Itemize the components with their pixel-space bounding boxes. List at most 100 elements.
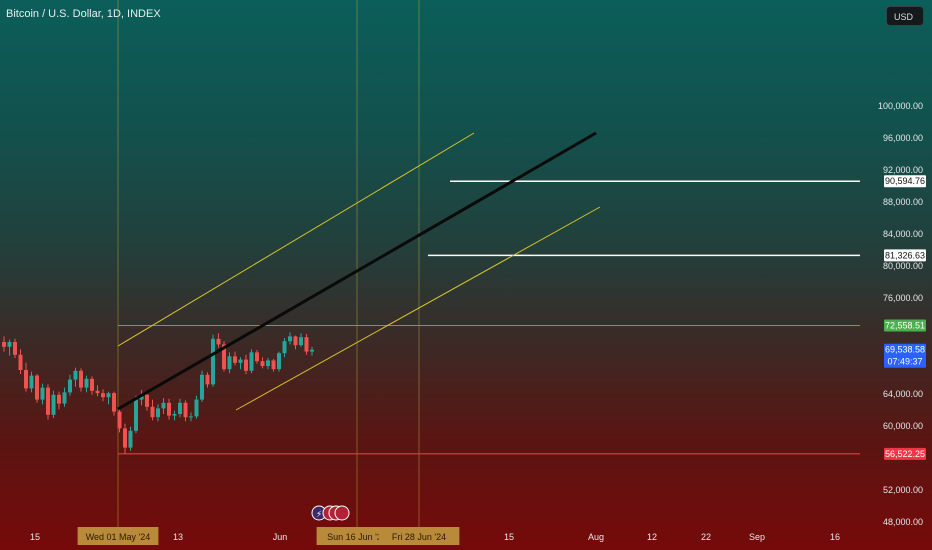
candle-body [172, 414, 177, 416]
y-tick-label: 96,000.00 [883, 133, 923, 143]
price-tag-countdown: 07:49:37 [887, 357, 922, 367]
candle-body [2, 342, 6, 347]
candle-body [205, 374, 210, 385]
candle-body [145, 394, 149, 407]
candle-body [150, 406, 155, 418]
candle-body [46, 387, 50, 415]
symbol-title: Bitcoin / U.S. Dollar, 1D, INDEX [6, 8, 161, 20]
candle-body [156, 408, 160, 418]
price-tag [884, 343, 926, 368]
candle-body [211, 338, 215, 385]
candle-body [216, 338, 221, 345]
candle-body [260, 361, 265, 366]
candle-body [255, 352, 259, 362]
candle-body [112, 393, 116, 412]
x-tick-label: 15 [30, 532, 40, 542]
candle-body [249, 352, 254, 371]
candle-body [90, 378, 94, 391]
candle-body [277, 353, 281, 370]
price-tag-label: 56,522.25 [885, 449, 925, 459]
x-marker-label: Wed 01 May '24 [86, 532, 151, 542]
price-tag-label: 69,538.58 [885, 345, 925, 355]
candle-body [24, 370, 28, 389]
candle-body [222, 344, 226, 370]
candle-body [79, 370, 83, 388]
y-tick-label: 60,000.00 [883, 421, 923, 431]
y-tick-label: 100,000.00 [878, 101, 923, 111]
candle-body [299, 337, 303, 346]
x-marker-tag [77, 527, 159, 545]
y-tick-label: 88,000.00 [883, 197, 923, 207]
candle-body [238, 359, 243, 363]
x-marker-tag [316, 527, 398, 545]
lightning-icon: ⚡ [316, 510, 322, 520]
candle-body [62, 392, 67, 404]
candle-body [200, 374, 204, 400]
candle-body [194, 399, 199, 417]
y-tick-label: 92,000.00 [883, 165, 923, 175]
x-tick-label: 13 [173, 532, 183, 542]
candle-body [189, 416, 193, 418]
x-tick-label: 16 [830, 532, 840, 542]
trend-line [117, 131, 597, 411]
candle-body [161, 402, 166, 409]
x-marker-tag [378, 527, 460, 545]
price-tag-label: 81,326.63 [885, 250, 925, 260]
candle-body [95, 390, 100, 394]
x-tick-label: Sep [749, 532, 765, 542]
x-tick-label: 12 [647, 532, 657, 542]
y-tick-label: 64,000.00 [883, 389, 923, 399]
price-tag [884, 447, 926, 460]
x-tick-label: Aug [588, 532, 604, 542]
candle-body [304, 337, 309, 352]
candle-body [7, 342, 12, 347]
channel-lower-line [235, 206, 601, 411]
x-marker-label: Sun 16 Jun '24 [327, 532, 387, 542]
y-tick-label: 48,000.00 [883, 517, 923, 527]
candle-body [73, 370, 78, 380]
candle-body [266, 360, 270, 366]
candle-body [178, 402, 182, 414]
candle-body [123, 428, 127, 448]
candle-body [51, 394, 56, 415]
candle-body [68, 379, 72, 393]
candle-body [128, 430, 133, 448]
candle-body [40, 387, 45, 400]
candle-body [139, 394, 144, 400]
candle-body [117, 411, 122, 429]
candle-body [293, 336, 298, 346]
price-tag [884, 249, 926, 262]
candle-body [233, 356, 237, 363]
x-tick-label: 15 [504, 532, 514, 542]
candle-body [84, 378, 89, 388]
x-tick-label: Jun [273, 532, 288, 542]
candle-body [244, 359, 248, 371]
candle-body [288, 336, 292, 342]
y-tick-label: 84,000.00 [883, 229, 923, 239]
candle-body [310, 349, 314, 352]
channel-upper-line [117, 132, 475, 347]
y-tick-label: 80,000.00 [883, 261, 923, 271]
candle-body [35, 375, 39, 400]
price-tag-label: 90,594.76 [885, 176, 925, 186]
price-tag [884, 319, 926, 332]
candle-body [18, 354, 23, 370]
candle-body [106, 393, 111, 398]
candle-body [101, 393, 105, 398]
x-tick-label: 22 [701, 532, 711, 542]
candle-body [29, 375, 34, 389]
candle-body [183, 402, 188, 418]
candle-body [13, 342, 17, 355]
currency-button[interactable]: USD [886, 6, 924, 26]
price-tag [884, 175, 926, 188]
event-icon-flag [334, 505, 350, 521]
y-tick-label: 52,000.00 [883, 485, 923, 495]
candle-body [227, 356, 232, 370]
x-marker-label: Fri 28 Jun '24 [392, 532, 446, 542]
candle-body [167, 402, 171, 416]
candle-body [134, 399, 138, 431]
candle-body [271, 360, 276, 370]
price-tag-label: 72,558.51 [885, 321, 925, 331]
